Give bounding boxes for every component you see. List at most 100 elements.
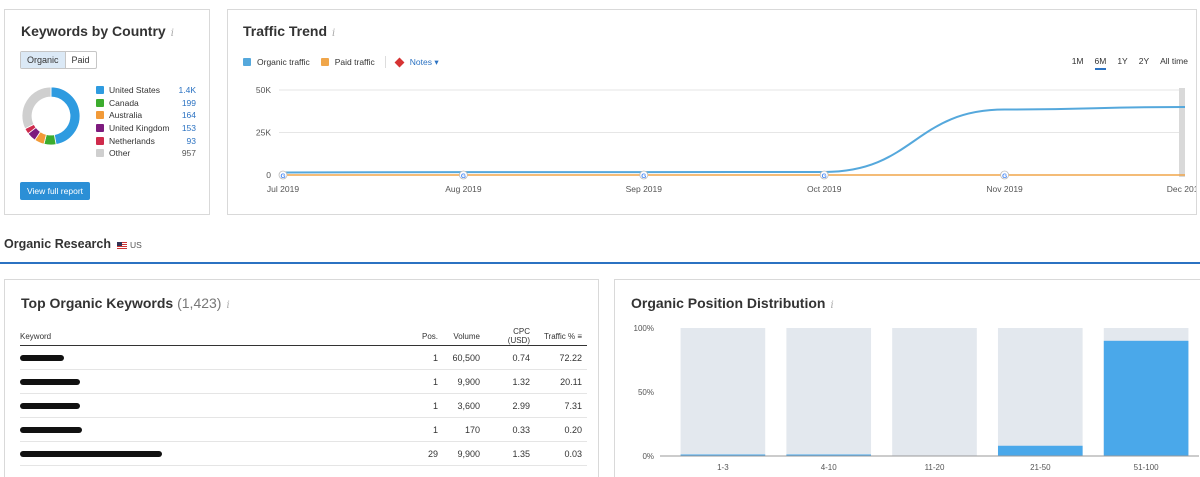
paid-traffic-label: Paid traffic [334,57,375,67]
col-pos[interactable]: Pos. [413,327,443,346]
col-keyword[interactable]: Keyword [20,327,413,346]
table-row: 1 9,900 1.32 20.11 [20,369,587,394]
legend-item[interactable]: United States 1.4K [96,84,196,97]
x-tick-label: Sep 2019 [626,184,663,194]
google-update-icon[interactable] [1000,170,1009,180]
google-update-icon[interactable] [819,170,829,180]
range-1y[interactable]: 1Y [1117,56,1128,66]
keyword-cell[interactable] [20,441,413,466]
view-full-report-button[interactable]: View full report [20,182,90,200]
keywords-title: Top Organic Keywords [21,295,174,311]
kbc-title: Keywords by Country [21,23,166,39]
legend-keyword-count[interactable]: 93 [186,135,196,146]
keywords-count: (1,423) [177,295,222,311]
card-title: Traffic Trend i [243,23,335,39]
tab-organic[interactable]: Organic [21,52,66,68]
info-icon[interactable]: i [226,300,230,311]
legend-checkbox[interactable] [96,111,104,120]
table-row: 1 60,500 0.74 72.22 [20,345,587,370]
legend-checkbox[interactable] [96,149,104,158]
legend-checkbox[interactable] [96,124,104,133]
redacted-keyword [20,355,64,362]
legend-item[interactable]: Australia 164 [96,109,196,122]
trend-title: Traffic Trend [243,23,328,39]
info-icon[interactable]: i [830,300,834,311]
distribution-title: Organic Position Distribution [631,295,826,311]
bar[interactable] [997,445,1083,456]
tab-paid[interactable]: Paid [71,55,90,65]
info-icon[interactable]: i [332,28,336,39]
legend-country-name: United States [109,85,161,96]
bar-track [786,328,872,456]
keyword-cell[interactable] [20,345,413,370]
pos-cell: 1 [413,345,443,370]
divider [384,56,386,68]
google-update-icon[interactable] [278,170,288,180]
google-update-icon-glyph: G [280,173,285,180]
organic-checkbox[interactable] [243,58,251,66]
legend-keyword-count[interactable]: 153 [181,123,196,134]
database-label: US [130,240,142,250]
x-tick-label: 51-100 [1134,463,1159,472]
section-title: Organic Research [4,237,111,251]
legend-keyword-count[interactable]: 1.4K [178,85,197,96]
x-tick-label: Aug 2019 [445,184,482,194]
legend-item[interactable]: United Kingdom 153 [96,122,196,135]
legend-keyword-count[interactable]: 164 [181,110,196,121]
y-tick-label: 50K [256,85,271,95]
bar[interactable] [680,454,766,457]
legend-checkbox[interactable] [96,86,104,95]
legend-checkbox[interactable] [96,136,104,145]
pos-cell: 1 [413,417,443,442]
volume-cell: 3,600 [443,393,485,418]
y-tick-label: 100% [634,324,654,333]
cpc-cell: 1.35 [485,441,535,466]
y-tick-label: 25K [256,128,271,138]
card-title: Keywords by Country i [21,23,174,39]
redacted-keyword [20,379,80,386]
google-update-icon-glyph: G [461,173,466,180]
col-volume[interactable]: Volume [443,327,485,346]
google-update-icon-glyph: G [641,173,646,180]
bar[interactable] [786,454,872,457]
legend-checkbox[interactable] [96,98,104,107]
bar-track [892,328,977,456]
y-tick-label: 0% [642,452,654,461]
google-update-icon-glyph: G [1002,173,1007,180]
donut-slice[interactable] [21,86,52,130]
keyword-cell[interactable] [20,369,413,394]
sort-icon[interactable]: ≡ [577,331,582,341]
x-tick-label: Oct 2019 [807,184,842,194]
legend-item[interactable]: Netherlands 93 [96,134,196,147]
range-2y[interactable]: 2Y [1138,56,1150,66]
bar-track [997,328,1083,456]
volume-cell: 9,900 [443,369,485,394]
legend-keyword-count[interactable]: 199 [181,97,196,108]
google-update-icon[interactable] [458,170,468,180]
keyword-cell[interactable] [20,417,413,442]
position-distribution-chart: 100% 50% 0% 1-3 4-10 11-20 21-50 51-100 [634,324,1199,472]
range-1m[interactable]: 1M [1071,56,1084,66]
col-traffic[interactable]: Traffic % ≡ [535,327,587,346]
legend-item[interactable]: Canada 199 [96,97,196,110]
legend-country-name: Other [109,148,131,159]
range-6m[interactable]: 6M [1094,56,1107,70]
legend-item[interactable]: Other 957 [96,147,196,160]
x-tick-label: 21-50 [1030,463,1051,472]
traffic-cell: 0.20 [535,417,587,442]
bar[interactable] [1103,340,1189,456]
col-cpc[interactable]: CPC (USD) [485,327,535,346]
redacted-keyword [20,403,80,410]
database-selector[interactable]: US [117,240,142,250]
redacted-keyword [20,451,162,458]
google-update-icon[interactable] [639,170,649,180]
country-legend: United States 1.4K Canada 199 Australia 164 Un… [96,84,196,160]
paid-checkbox[interactable] [320,58,329,66]
table-row: 29 9,900 1.35 0.03 [20,441,587,466]
organic-paid-toggle: Organic Paid [20,51,97,69]
donut-slice[interactable] [50,86,81,146]
keyword-cell[interactable] [20,393,413,418]
info-icon[interactable]: i [170,28,174,39]
notes-dropdown[interactable]: Notes ▾ [409,56,439,67]
range-all-time[interactable]: All time [1160,56,1188,66]
